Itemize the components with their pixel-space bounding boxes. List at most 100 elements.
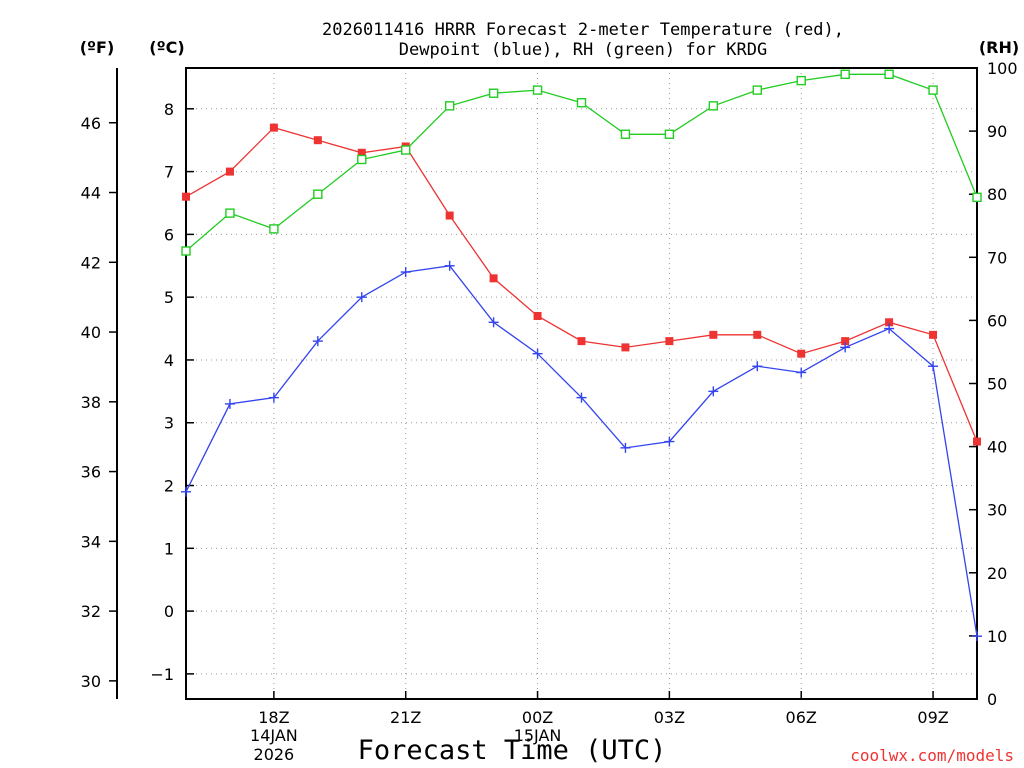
grid-lines [186,68,977,699]
rh-tick-label: 10 [987,627,1007,646]
data-point [885,318,894,327]
data-point [884,69,894,80]
data-point [444,101,455,111]
data-point [708,386,719,397]
data-point [356,292,367,303]
data-point [225,167,234,176]
data-point [532,85,543,95]
data-point [665,337,674,346]
rh-tick-label: 60 [987,311,1007,330]
data-point [313,189,323,199]
title-line-1: 2026011416 HRRR Forecast 2-meter Tempera… [322,20,844,40]
plot-frame [185,67,978,700]
data-point [445,211,454,220]
chart-title: 2026011416 HRRR Forecast 2-meter Tempera… [322,20,844,60]
data-point [576,392,587,403]
data-point [796,75,806,86]
x-axis-label: Forecast Time (UTC) [358,735,667,766]
x-tick-label: 18Z [258,708,289,727]
data-point [313,136,322,145]
data-point [841,337,850,346]
fahrenheit-tick-label: 44 [81,184,101,203]
rh-tick-label: 90 [987,122,1007,141]
data-point [796,367,807,378]
data-point [929,330,938,339]
rh-tick-label: 80 [987,185,1007,204]
fahrenheit-tick-label: 36 [81,463,101,482]
rh-tick-label: 40 [987,438,1007,457]
rh-tick-label: 30 [987,501,1007,520]
axes: −101234567830323436384042444601020304050… [81,59,1018,764]
data-point [489,274,498,283]
rh-tick-label: 70 [987,248,1007,267]
rh-tick-label: 0 [987,690,997,709]
x-tick-label: 09Z [917,708,948,727]
x-tick-label: 06Z [786,708,817,727]
celsius-tick-label: 5 [164,288,174,307]
celsius-tick-label: 8 [164,100,174,119]
data-point [488,88,499,98]
data-point [532,348,543,359]
data-point [488,317,499,328]
data-point [664,436,675,447]
data-point [708,101,719,111]
data-point [664,129,675,139]
data-point [181,246,191,256]
series-relative-humidity [181,69,982,256]
fahrenheit-tick-label: 32 [81,602,101,621]
celsius-tick-label: 4 [164,351,174,370]
series-temperature [182,123,981,446]
data-point [181,486,191,497]
celsius-tick-label: 2 [164,477,174,496]
celsius-unit-label: (ºC) [149,38,184,57]
credit-text: coolwx.com/models [850,746,1014,765]
celsius-tick-label: −1 [150,665,174,684]
data-point [884,323,895,334]
data-point [577,337,586,346]
data-point [797,349,806,358]
fahrenheit-tick-label: 46 [81,114,101,133]
rh-unit-label: (RH) [979,38,1019,57]
data-point [269,123,278,132]
fahrenheit-tick-label: 42 [81,253,101,272]
celsius-tick-label: 1 [164,539,174,558]
data-point [225,208,235,218]
data-point [357,148,366,157]
x-tick-date-label: 14JAN [250,726,298,745]
data-point [444,260,455,271]
fahrenheit-tick-label: 30 [81,672,101,691]
data-point [973,437,981,446]
data-point [533,312,542,321]
data-point [621,343,630,352]
x-tick-label: 21Z [390,708,421,727]
data-series [181,69,982,642]
data-point [269,224,279,234]
celsius-tick-label: 3 [164,414,174,433]
rh-tick-label: 20 [987,564,1007,583]
x-tick-date-label: 15JAN [514,726,562,745]
fahrenheit-tick-label: 40 [81,323,101,342]
x-tick-label: 03Z [654,708,685,727]
fahrenheit-tick-label: 34 [81,532,101,551]
x-tick-date-label: 2026 [254,745,295,764]
data-point [840,342,851,353]
data-point [972,631,982,642]
data-point [182,192,190,201]
data-point [576,98,587,108]
data-point [357,154,367,165]
data-point [840,69,850,80]
data-point [753,330,762,339]
data-point [268,392,279,403]
data-point [752,85,762,95]
celsius-tick-label: 6 [164,225,174,244]
rh-tick-label: 50 [987,375,1007,394]
celsius-tick-label: 7 [164,163,174,182]
series-line [185,265,978,637]
data-point [972,192,982,203]
celsius-tick-label: 0 [164,602,174,621]
data-point [620,129,631,139]
data-point [928,361,939,372]
data-point [400,267,411,278]
data-point [709,330,718,339]
